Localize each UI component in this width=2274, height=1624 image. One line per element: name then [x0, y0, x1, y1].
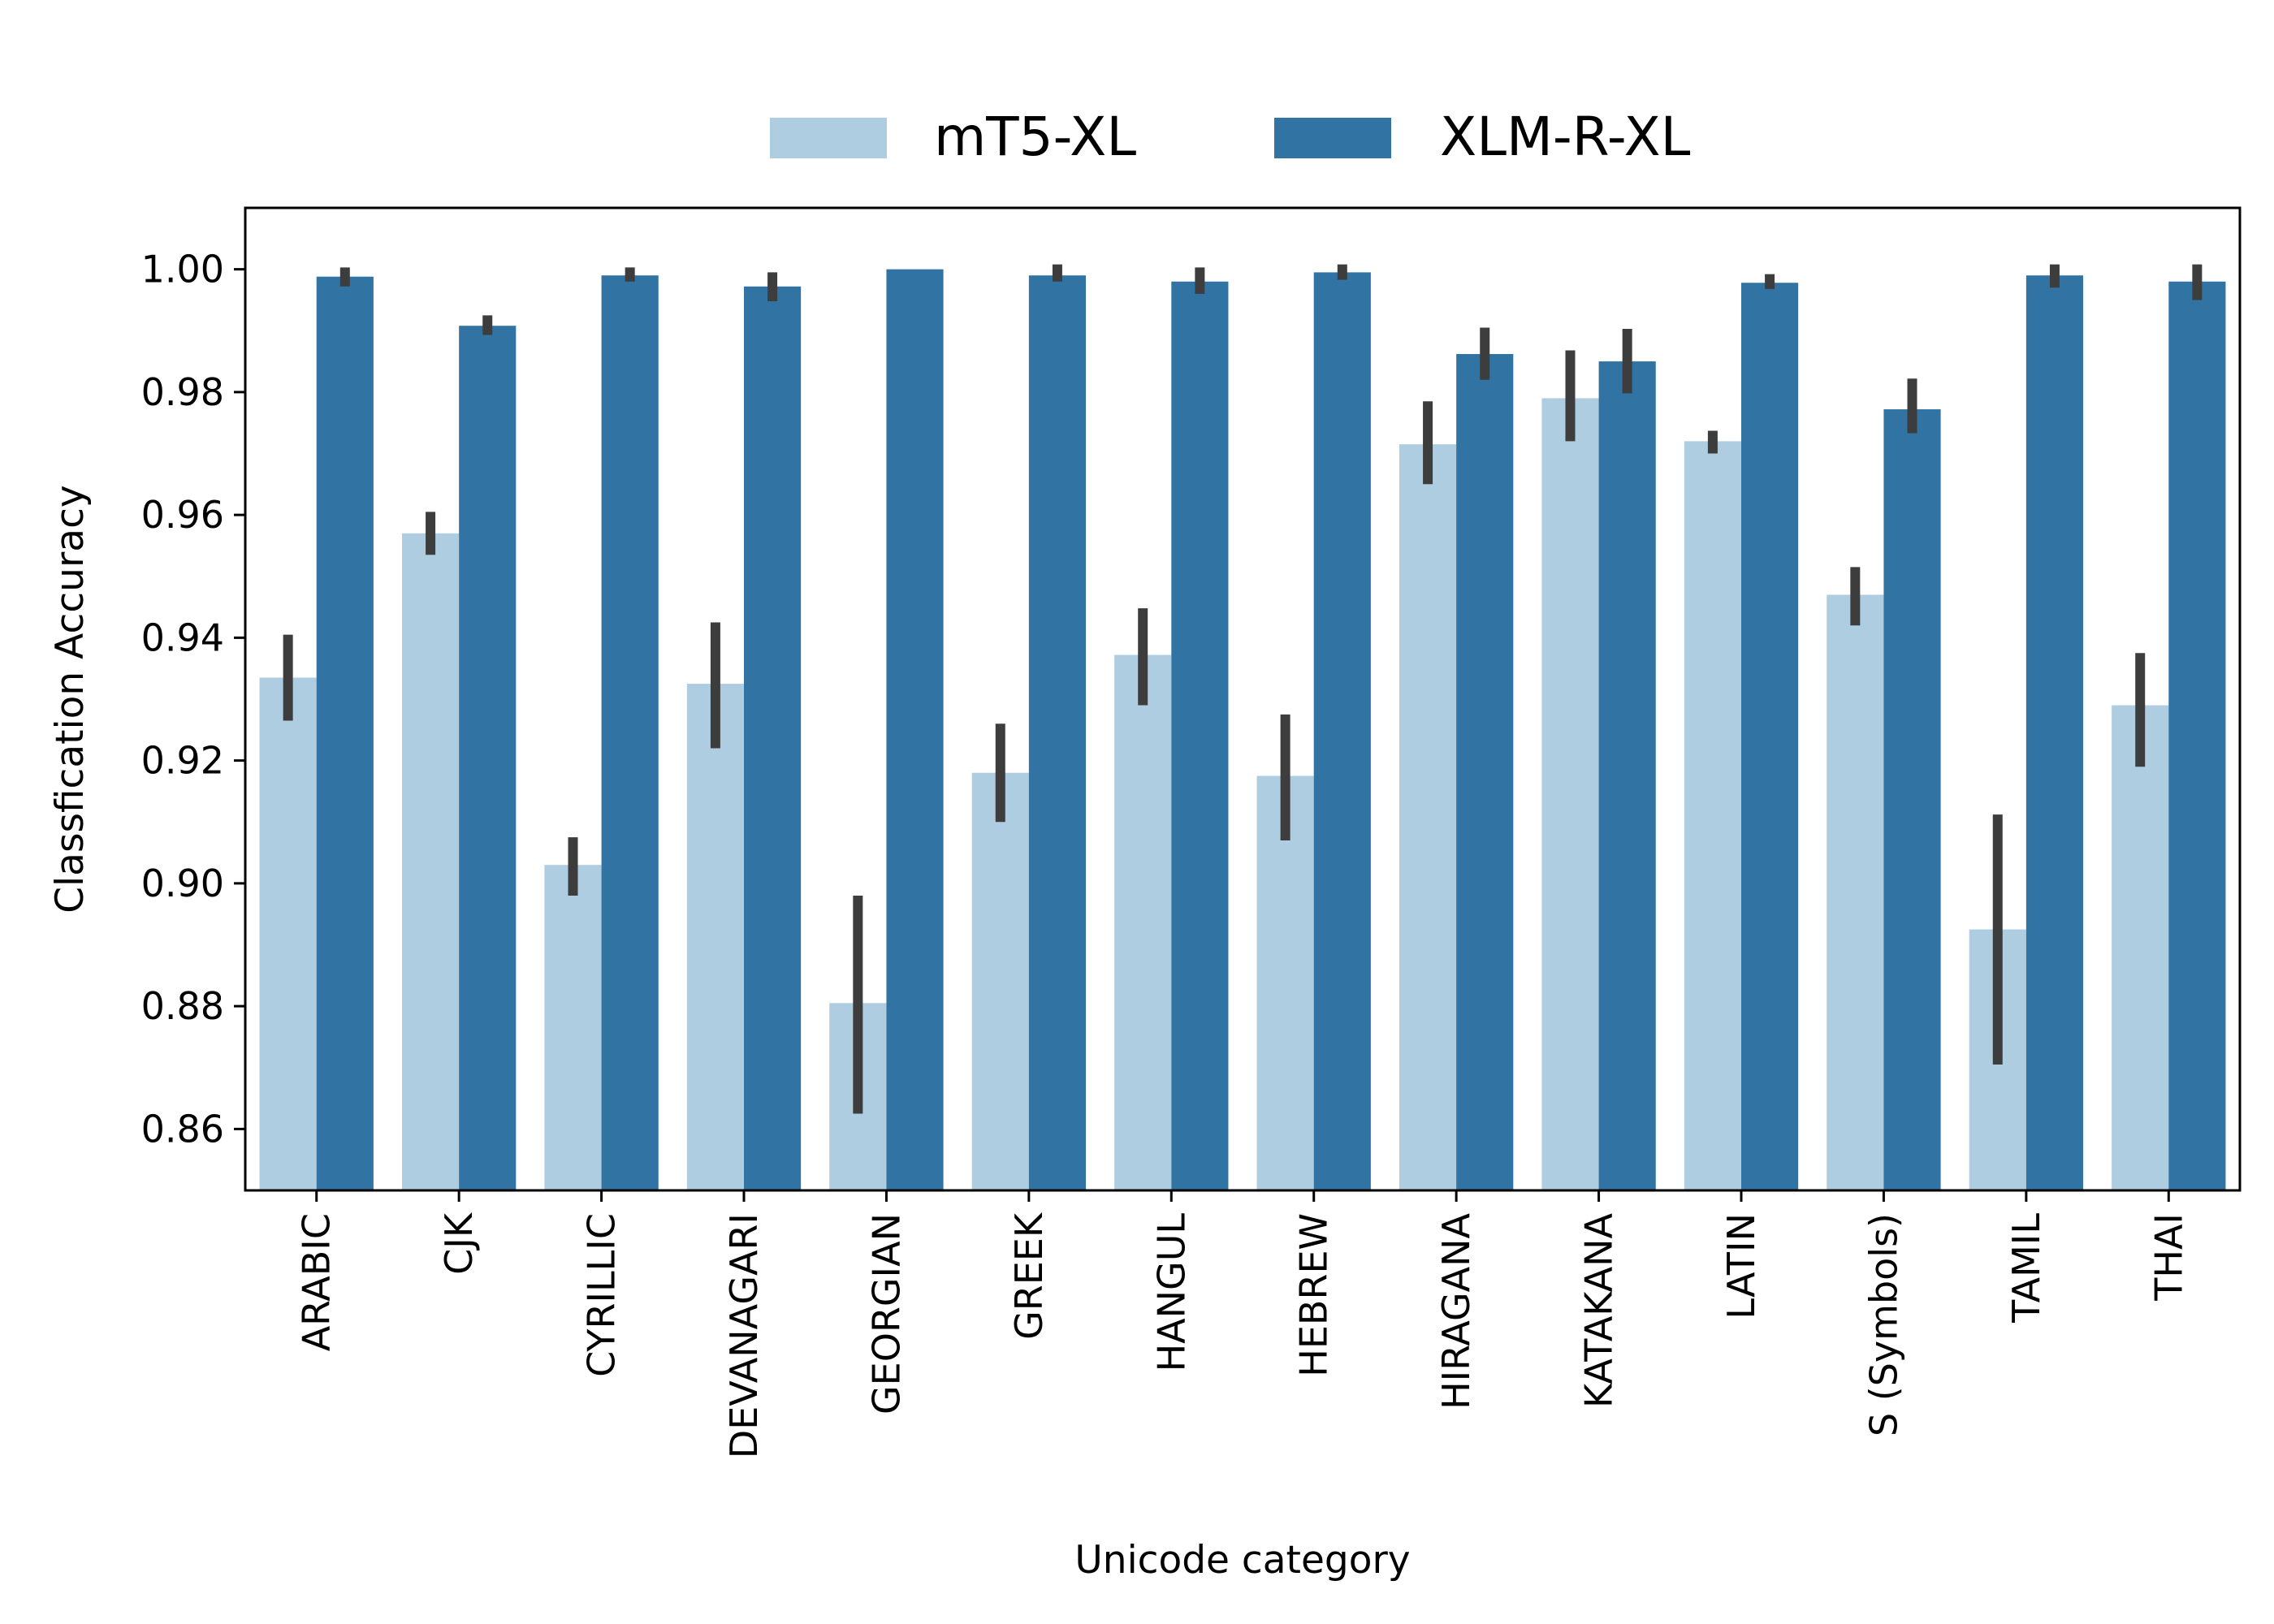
- legend-swatch-mt5-xl: [770, 118, 887, 158]
- bar-xlm-r-xl-katakana: [1598, 361, 1656, 1190]
- plot-area-frame: [244, 206, 2242, 1192]
- y-tick-label: 0.92: [141, 739, 224, 783]
- bar-xlm-r-xl-greek: [1028, 275, 1087, 1191]
- bar-xlm-r-xl-devanagari: [744, 286, 802, 1190]
- x-tick-label-katakana: KATAKANA: [1577, 1212, 1621, 1407]
- x-tick-label-georgian: GEORGIAN: [864, 1213, 908, 1415]
- bar-xlm-r-xl-hiragana: [1456, 353, 1514, 1190]
- bar-mt5-xl-latin: [1684, 441, 1741, 1190]
- x-tick-label-cyrillic: CYRILLIC: [580, 1213, 624, 1377]
- y-tick-label: 0.90: [141, 862, 224, 905]
- legend-label-mt5-xl: mT5-XL: [934, 106, 1136, 168]
- x-tick-label-hangul: HANGUL: [1149, 1213, 1193, 1372]
- legend-label-xlm-r-xl: XLM-R-XL: [1440, 106, 1691, 168]
- y-axis-label: Classfication Accuracy: [48, 485, 93, 913]
- y-tick-label: 1.00: [141, 248, 224, 292]
- bar-xlm-r-xl-georgian: [886, 269, 944, 1191]
- bar-mt5-xl-hebrew: [1256, 775, 1314, 1190]
- bar-mt5-xl-cjk: [401, 533, 460, 1190]
- legend: mT5-XL XLM-R-XL: [770, 106, 1691, 168]
- x-axis: ARABIC CJK CYRILLIC DEVANAGARI GEORGIAN GREEK…: [295, 1190, 2190, 1458]
- bar-xlm-r-xl-latin: [1741, 283, 1799, 1190]
- bar-xlm-r-xl-hangul: [1171, 281, 1229, 1190]
- x-tick-label-tamil: TAMIL: [2004, 1213, 2048, 1324]
- x-axis-label: Unicode category: [1074, 1538, 1410, 1583]
- bar-xlm-r-xl-cjk: [459, 326, 517, 1191]
- x-tick-label-thai: THAI: [2146, 1213, 2190, 1302]
- x-tick-label-greek: GREEK: [1007, 1212, 1051, 1340]
- x-tick-label-hebrew: HEBREW: [1292, 1213, 1336, 1377]
- bar-mt5-xl-arabic: [259, 677, 317, 1190]
- x-tick-label-latin: LATIN: [1719, 1213, 1763, 1320]
- x-tick-label-s-symbols: S (Symbols): [1861, 1213, 1905, 1436]
- bar-xlm-r-xl-tamil: [2025, 275, 2084, 1191]
- bar-xlm-r-xl-thai: [2168, 281, 2226, 1190]
- x-tick-label-devanagari: DEVANAGARI: [722, 1213, 766, 1458]
- bar-mt5-xl-greek: [971, 772, 1029, 1190]
- bar-xlm-r-xl-hebrew: [1313, 272, 1371, 1190]
- bar-mt5-xl-thai: [2112, 705, 2169, 1190]
- bar-mt5-xl-cyrillic: [544, 865, 602, 1190]
- y-tick-label: 0.98: [141, 370, 224, 414]
- bar-mt5-xl-hangul: [1114, 654, 1172, 1190]
- y-axis: 0.86 0.88 0.90 0.92 0.94 0.96 0.98 1.00: [141, 248, 245, 1151]
- error-bars-layer: [283, 264, 2203, 1114]
- bar-mt5-xl-hiragana: [1399, 444, 1457, 1190]
- bar-mt5-xl-devanagari: [686, 684, 744, 1190]
- legend-swatch-xlm-r-xl: [1274, 118, 1391, 158]
- bar-xlm-r-xl-arabic: [316, 276, 374, 1191]
- bar-xlm-r-xl-s-symbols: [1883, 409, 1941, 1190]
- bar-xlm-r-xl-cyrillic: [601, 275, 659, 1191]
- y-tick-label: 0.96: [141, 493, 224, 537]
- bar-mt5-xl-s-symbols: [1827, 594, 1884, 1190]
- bars-layer: [259, 269, 2226, 1191]
- y-tick-label: 0.94: [141, 615, 224, 659]
- bar-mt5-xl-katakana: [1541, 398, 1599, 1190]
- y-tick-label: 0.88: [141, 984, 224, 1028]
- y-tick-label: 0.86: [141, 1107, 224, 1151]
- x-tick-label-hiragana: HIRAGANA: [1434, 1212, 1478, 1409]
- x-tick-label-arabic: ARABIC: [295, 1213, 339, 1351]
- x-tick-label-cjk: CJK: [437, 1212, 481, 1275]
